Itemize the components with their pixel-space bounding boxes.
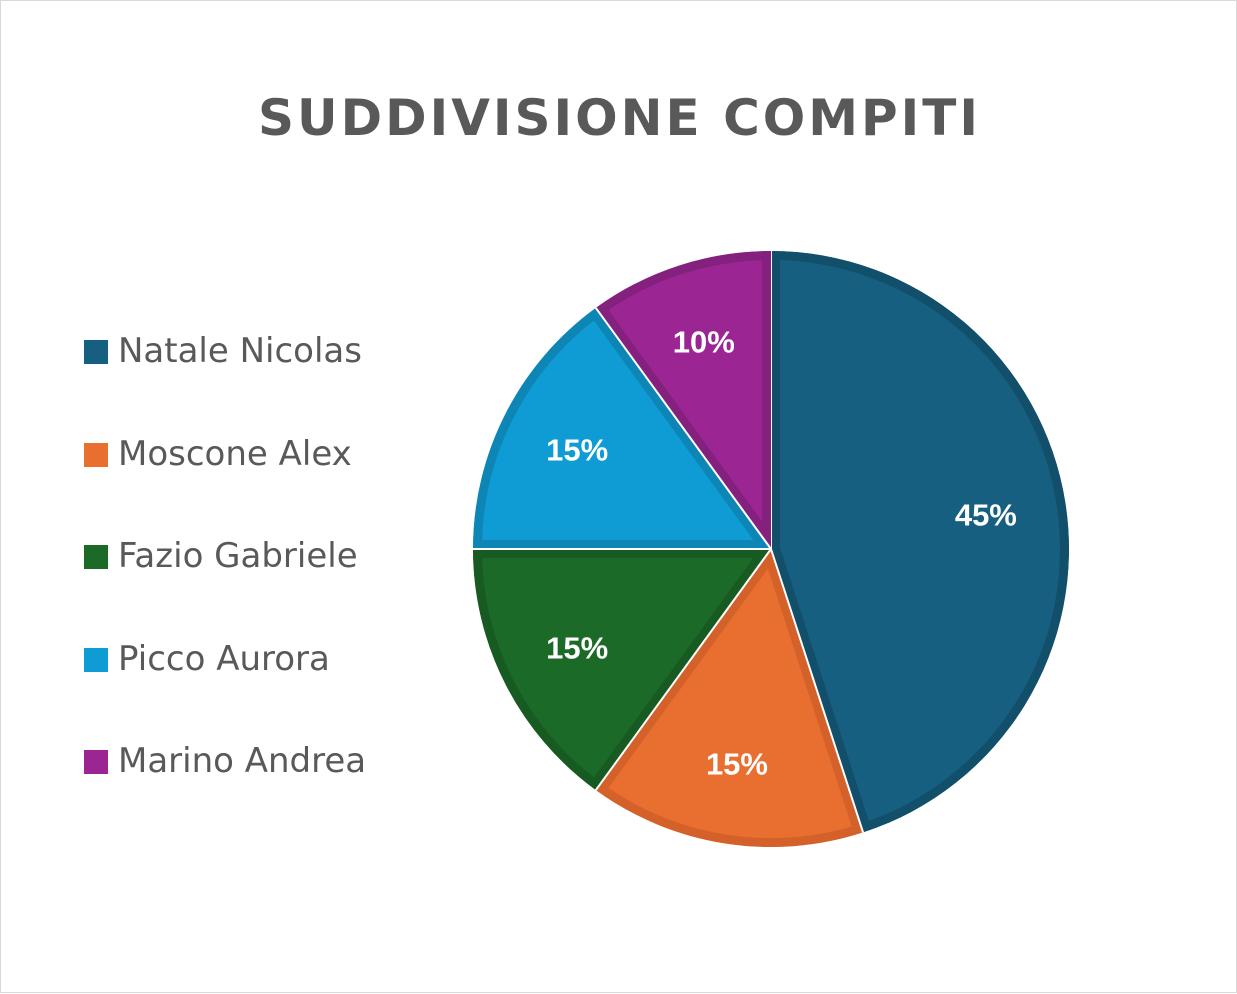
legend-swatch bbox=[84, 647, 108, 672]
data-label-fazio-gabriele: 15% bbox=[546, 630, 608, 665]
legend-item-moscone-alex: Moscone Alex bbox=[84, 426, 366, 529]
legend: Natale Nicolas Moscone Alex Fazio Gabrie… bbox=[84, 323, 366, 836]
pie-slice-marino-andrea bbox=[595, 251, 771, 549]
data-label-moscone-alex: 15% bbox=[706, 746, 768, 781]
legend-item-fazio-gabriele: Fazio Gabriele bbox=[84, 528, 366, 631]
legend-label: Natale Nicolas bbox=[118, 331, 362, 371]
legend-label: Fazio Gabriele bbox=[118, 536, 358, 576]
legend-item-natale-nicolas: Natale Nicolas bbox=[84, 323, 366, 426]
legend-item-picco-aurora: Picco Aurora bbox=[84, 631, 366, 734]
legend-label: Marino Andrea bbox=[118, 741, 367, 781]
legend-swatch bbox=[84, 340, 108, 364]
data-label-picco-aurora: 15% bbox=[546, 433, 608, 468]
slice-separator bbox=[770, 548, 865, 833]
legend-swatch bbox=[84, 545, 108, 569]
pie-slice-picco-aurora bbox=[473, 307, 771, 549]
legend-swatch bbox=[84, 750, 108, 774]
chart-title: SUDDIVISIONE COMPITI bbox=[258, 89, 981, 147]
slice-separator bbox=[595, 548, 772, 791]
pie-slice-natale-nicolas bbox=[771, 251, 1069, 833]
data-label-marino-andrea: 10% bbox=[673, 325, 735, 360]
legend-item-marino-andrea: Marino Andrea bbox=[84, 733, 366, 836]
data-label-natale-nicolas: 45% bbox=[955, 497, 1017, 532]
pie-slice-fazio-gabriele bbox=[473, 549, 771, 791]
legend-label: Picco Aurora bbox=[118, 638, 330, 679]
legend-swatch bbox=[84, 442, 108, 467]
slice-separator bbox=[595, 307, 772, 550]
legend-label: Moscone Alex bbox=[118, 433, 352, 474]
